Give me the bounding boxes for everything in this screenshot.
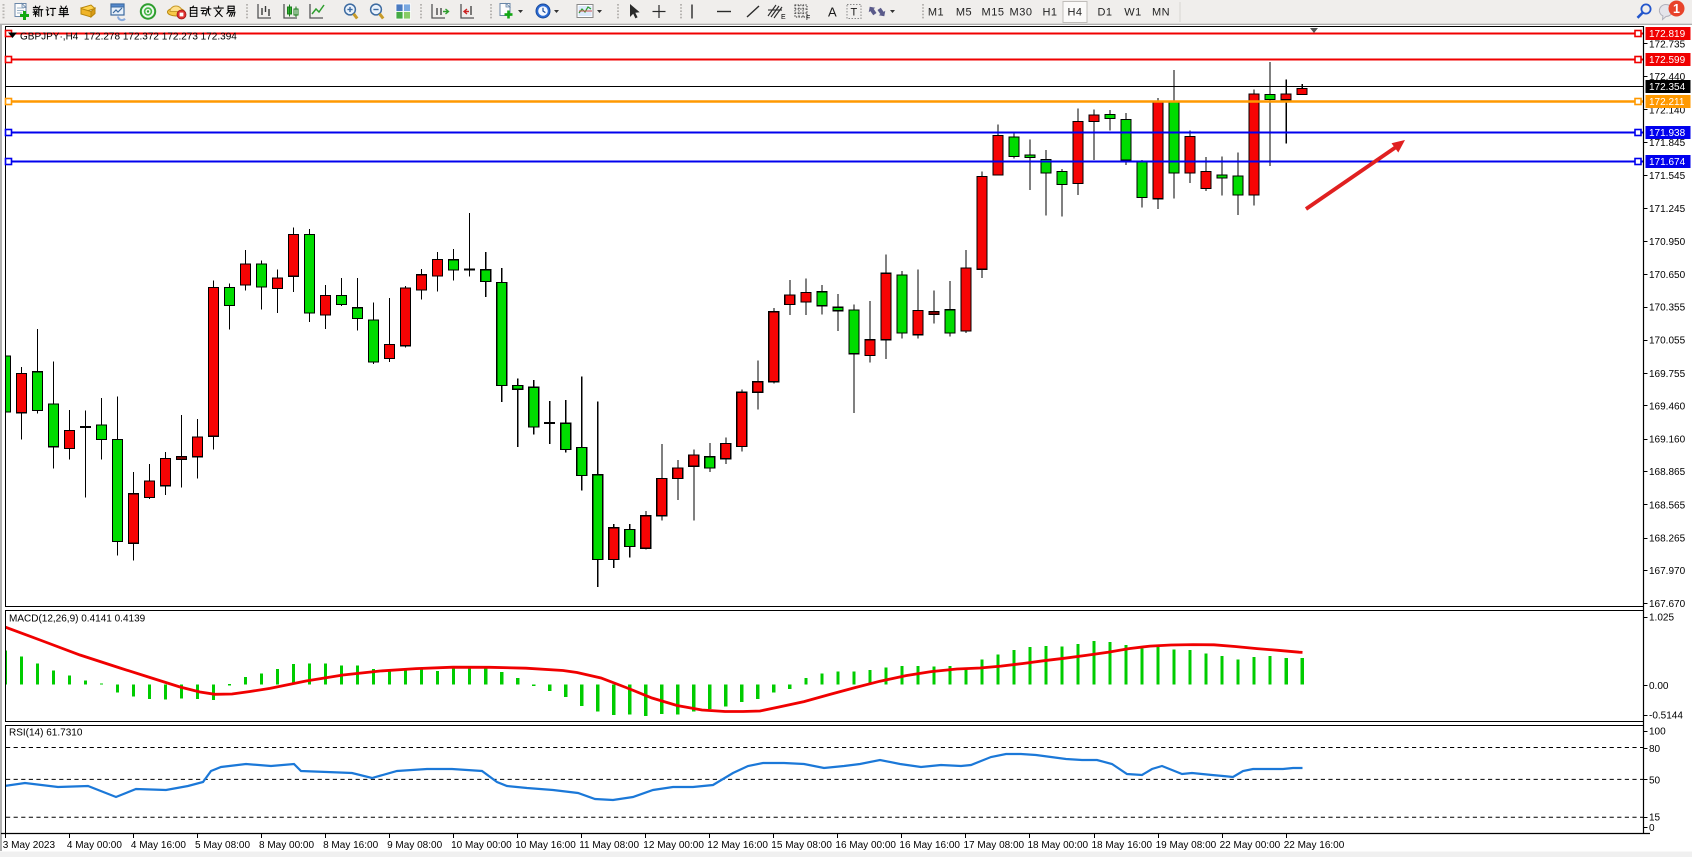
svg-text:172.819: 172.819 <box>1649 29 1686 40</box>
svg-text:0: 0 <box>1649 823 1655 834</box>
svg-text:167.670: 167.670 <box>1649 599 1686 610</box>
svg-text:50: 50 <box>1649 775 1661 786</box>
svg-text:3 May 2023: 3 May 2023 <box>3 840 56 851</box>
svg-text:15: 15 <box>1649 813 1661 824</box>
svg-text:W1: W1 <box>1124 7 1142 19</box>
svg-text:17 May 08:00: 17 May 08:00 <box>964 840 1025 851</box>
svg-text:D1: D1 <box>1097 7 1112 19</box>
svg-text:172.354: 172.354 <box>1649 82 1686 93</box>
svg-text:169.460: 169.460 <box>1649 401 1686 412</box>
svg-text:170.055: 170.055 <box>1649 336 1686 347</box>
svg-text:9 May 08:00: 9 May 08:00 <box>387 840 442 851</box>
svg-text:167.970: 167.970 <box>1649 566 1686 577</box>
svg-text:1: 1 <box>1673 2 1680 16</box>
svg-text:5 May 08:00: 5 May 08:00 <box>195 840 250 851</box>
svg-text:19 May 08:00: 19 May 08:00 <box>1156 840 1217 851</box>
svg-text:100: 100 <box>1649 727 1666 738</box>
svg-text:18 May 16:00: 18 May 16:00 <box>1092 840 1153 851</box>
svg-text:F: F <box>806 15 810 22</box>
svg-text:172.440: 172.440 <box>1649 72 1686 83</box>
svg-text:MACD(12,26,9) 0.4141 0.4139: MACD(12,26,9) 0.4141 0.4139 <box>9 614 146 625</box>
svg-text:22 May 00:00: 22 May 00:00 <box>1220 840 1281 851</box>
svg-text:172.211: 172.211 <box>1649 97 1685 108</box>
svg-text:H1: H1 <box>1042 7 1057 19</box>
svg-text:4 May 16:00: 4 May 16:00 <box>131 840 186 851</box>
svg-text:4 May 00:00: 4 May 00:00 <box>67 840 122 851</box>
svg-text:168.865: 168.865 <box>1649 467 1686 478</box>
svg-text:GBPJPY·,H4 172.278 172.372 17: GBPJPY·,H4 172.278 172.372 172.273 172.3… <box>20 32 237 43</box>
svg-text:168.265: 168.265 <box>1649 534 1686 545</box>
svg-text:170.355: 170.355 <box>1649 303 1686 314</box>
svg-text:170.650: 170.650 <box>1649 270 1686 281</box>
svg-text:0.00: 0.00 <box>1649 681 1669 692</box>
svg-text:170.950: 170.950 <box>1649 237 1686 248</box>
svg-text:16 May 00:00: 16 May 00:00 <box>835 840 896 851</box>
svg-text:8 May 00:00: 8 May 00:00 <box>259 840 314 851</box>
svg-text:171.545: 171.545 <box>1649 171 1686 182</box>
svg-text:A: A <box>828 5 837 20</box>
svg-text:T: T <box>851 7 858 19</box>
svg-text:E: E <box>781 14 786 21</box>
svg-text:80: 80 <box>1649 744 1661 755</box>
svg-text:1.025: 1.025 <box>1649 613 1674 624</box>
svg-text:171.674: 171.674 <box>1649 157 1686 168</box>
svg-text:169.755: 169.755 <box>1649 369 1686 380</box>
svg-text:15 May 08:00: 15 May 08:00 <box>771 840 832 851</box>
svg-text:168.565: 168.565 <box>1649 500 1686 511</box>
svg-text:169.160: 169.160 <box>1649 435 1686 446</box>
svg-text:8 May 16:00: 8 May 16:00 <box>323 840 378 851</box>
svg-text:18 May 00:00: 18 May 00:00 <box>1028 840 1089 851</box>
svg-text:-0.5144: -0.5144 <box>1649 711 1683 722</box>
svg-text:M30: M30 <box>1010 7 1033 19</box>
svg-text:10 May 16:00: 10 May 16:00 <box>515 840 576 851</box>
svg-text:16 May 16:00: 16 May 16:00 <box>899 840 960 851</box>
svg-text:10 May 00:00: 10 May 00:00 <box>451 840 512 851</box>
svg-text:172.599: 172.599 <box>1649 55 1686 66</box>
svg-text:M5: M5 <box>956 7 972 19</box>
svg-text:12 May 00:00: 12 May 00:00 <box>643 840 704 851</box>
svg-text:M15: M15 <box>982 7 1005 19</box>
svg-text:12 May 16:00: 12 May 16:00 <box>707 840 768 851</box>
svg-text:RSI(14) 61.7310: RSI(14) 61.7310 <box>9 728 83 739</box>
svg-text:22 May 16:00: 22 May 16:00 <box>1284 840 1345 851</box>
svg-text:172.140: 172.140 <box>1649 105 1686 116</box>
svg-text:M1: M1 <box>928 7 944 19</box>
svg-text:171.845: 171.845 <box>1649 138 1686 149</box>
svg-text:11 May 08:00: 11 May 08:00 <box>579 840 639 851</box>
svg-text:MN: MN <box>1152 7 1170 19</box>
svg-text:172.735: 172.735 <box>1649 39 1686 50</box>
svg-text:171.938: 171.938 <box>1649 128 1686 139</box>
svg-text:171.245: 171.245 <box>1649 204 1686 215</box>
svg-text:H4: H4 <box>1067 7 1082 19</box>
